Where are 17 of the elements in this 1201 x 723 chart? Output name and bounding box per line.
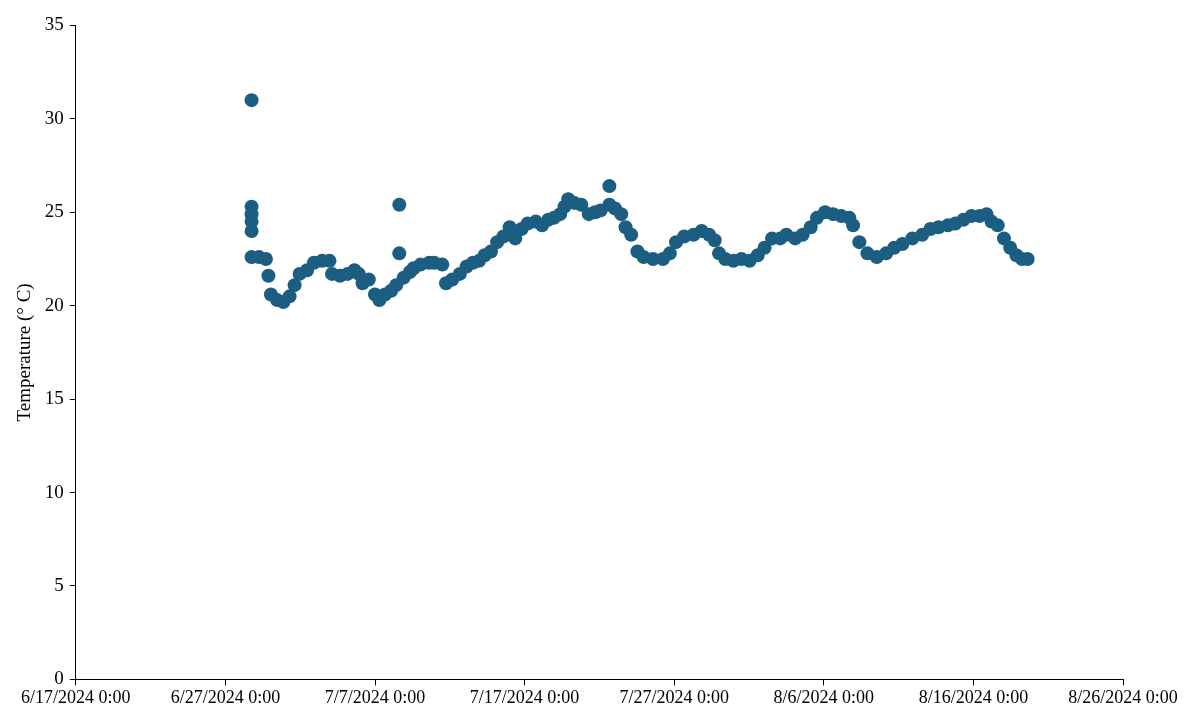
y-tick-label: 30 (44, 106, 64, 128)
y-tick-label: 20 (44, 293, 64, 315)
x-tick-label: 6/27/2024 0:00 (170, 686, 281, 707)
x-tick-label: 7/27/2024 0:00 (619, 686, 729, 707)
y-tick-label: 5 (54, 573, 64, 595)
y-tick-label: 35 (44, 13, 64, 35)
y-tick-label: 15 (44, 387, 64, 409)
x-tick-label: 6/17/2024 0:00 (21, 686, 131, 707)
y-tick-label: 25 (44, 200, 64, 222)
y-tick-label: 10 (44, 480, 64, 502)
x-tick-label: 8/16/2024 0:00 (918, 686, 1029, 707)
x-tick-label: 8/26/2024 0:00 (1068, 686, 1178, 707)
y-tick-label: 0 (54, 667, 64, 689)
x-tick-label: 8/6/2024 0:00 (773, 686, 875, 707)
x-tick-label: 7/17/2024 0:00 (469, 686, 580, 707)
y-axis-title: Temperature (° C) (13, 283, 36, 422)
x-tick-label: 7/7/2024 0:00 (324, 686, 426, 707)
